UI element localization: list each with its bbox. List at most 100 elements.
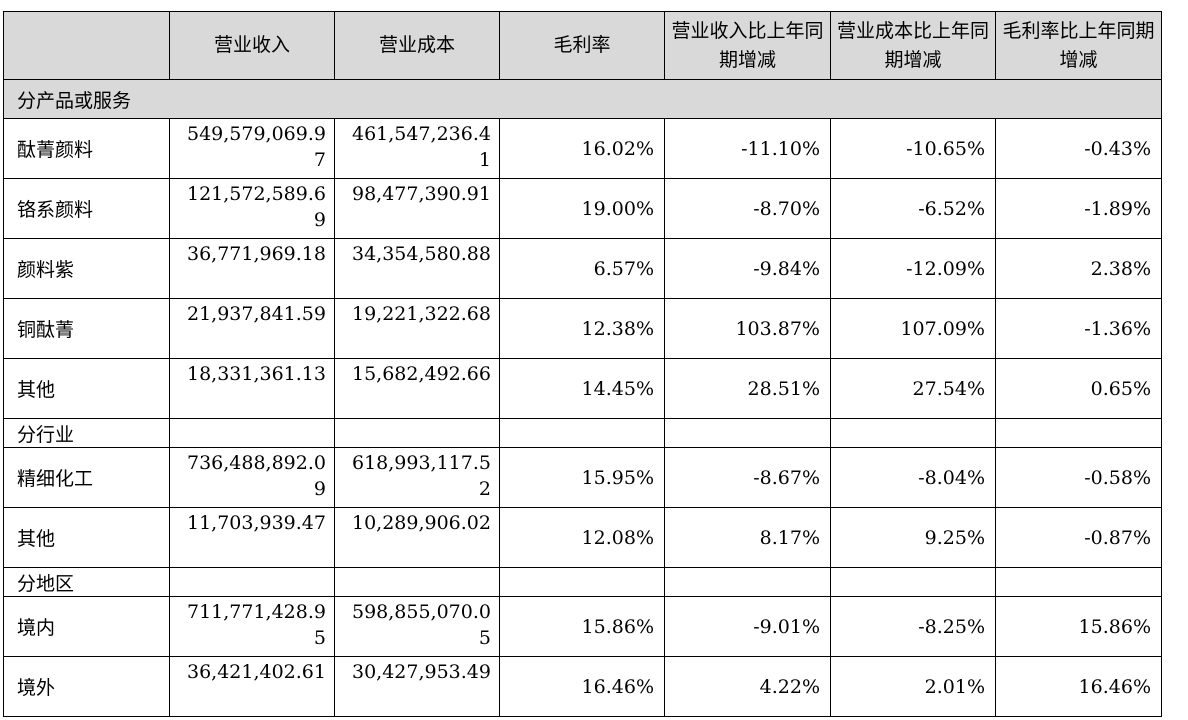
cell-gross-margin: 6.57%: [499, 238, 665, 299]
section-empty-cell: [334, 418, 500, 448]
cell-revenue-change: 103.87%: [664, 298, 831, 359]
cell-revenue-value: 549,579,069.97: [186, 123, 326, 171]
cell-cost-value: 10,289,906.02: [351, 512, 491, 534]
cell-gross-margin: 16.02%: [499, 118, 665, 179]
row-label: 境内: [3, 596, 170, 657]
cell-gross-margin: 12.38%: [499, 298, 665, 359]
section-row: 分产品或服务: [3, 79, 1162, 119]
cell-cost-change: 2.01%: [830, 656, 996, 717]
row-label: 颜料紫: [3, 238, 170, 299]
cell-cost: 461,547,236.41: [334, 118, 500, 179]
cell-cost: 98,477,390.91: [334, 178, 500, 239]
table-row: 其他 11,703,939.47 10,289,906.02 12.08% 8.17% 9…: [3, 507, 1162, 568]
section-empty-cell: [830, 567, 996, 597]
cell-revenue-value: 711,771,428.95: [186, 601, 326, 649]
cell-cost-change: -8.04%: [830, 447, 996, 508]
cell-revenue-value: 18,331,361.13: [186, 363, 326, 385]
cell-cost: 30,427,953.49: [334, 656, 500, 717]
cell-revenue-value: 11,703,939.47: [186, 512, 326, 534]
header-row: 营业收入 营业成本 毛利率 营业收入比上年同期增减 营业成本比上年同期增减 毛利…: [3, 11, 1162, 80]
header-cell-gross-margin: 毛利率: [499, 11, 665, 80]
cell-cost-change: 107.09%: [830, 298, 996, 359]
cell-cost: 34,354,580.88: [334, 238, 500, 299]
cell-cost-value: 98,477,390.91: [351, 183, 491, 205]
cell-gross-margin: 19.00%: [499, 178, 665, 239]
section-label: 分行业: [3, 418, 170, 448]
table-row: 颜料紫 36,771,969.18 34,354,580.88 6.57% -9.84%…: [3, 238, 1162, 299]
cell-margin-change: -0.87%: [995, 507, 1162, 568]
cell-cost-value: 618,993,117.52: [351, 452, 491, 500]
cell-margin-change: -0.58%: [995, 447, 1162, 508]
cell-cost-value: 15,682,492.66: [351, 363, 491, 385]
cell-margin-change: 0.65%: [995, 358, 1162, 419]
table-row: 酞菁颜料 549,579,069.97 461,547,236.41 16.02% -1…: [3, 118, 1162, 179]
section-row: 分行业: [3, 418, 1162, 448]
row-label: 其他: [3, 358, 170, 419]
cell-revenue-change: 28.51%: [664, 358, 831, 419]
table-row: 其他 18,331,361.13 15,682,492.66 14.45% 28.51%…: [3, 358, 1162, 419]
cell-cost-change: -10.65%: [830, 118, 996, 179]
cell-revenue: 11,703,939.47: [169, 507, 335, 568]
row-label: 境外: [3, 656, 170, 717]
cell-cost: 10,289,906.02: [334, 507, 500, 568]
cell-revenue: 711,771,428.95: [169, 596, 335, 657]
section-empty-cell: [169, 418, 335, 448]
cell-revenue: 736,488,892.09: [169, 447, 335, 508]
cell-cost-value: 30,427,953.49: [351, 661, 491, 683]
cell-margin-change: 16.46%: [995, 656, 1162, 717]
cell-margin-change: 15.86%: [995, 596, 1162, 657]
cell-revenue: 21,937,841.59: [169, 298, 335, 359]
cell-revenue: 18,331,361.13: [169, 358, 335, 419]
cell-cost: 15,682,492.66: [334, 358, 500, 419]
cell-gross-margin: 14.45%: [499, 358, 665, 419]
cell-cost-value: 461,547,236.41: [351, 123, 491, 171]
cell-revenue: 36,771,969.18: [169, 238, 335, 299]
table-body: 分产品或服务 酞菁颜料 549,579,069.97 461,547,236.41 16…: [3, 79, 1162, 717]
row-label: 酞菁颜料: [3, 118, 170, 179]
cell-revenue: 549,579,069.97: [169, 118, 335, 179]
cell-revenue-change: -8.70%: [664, 178, 831, 239]
cell-cost-value: 598,855,070.05: [351, 601, 491, 649]
cell-revenue-value: 736,488,892.09: [186, 452, 326, 500]
header-cell-margin-change: 毛利率比上年同期增减: [995, 11, 1162, 80]
cell-cost-change: 27.54%: [830, 358, 996, 419]
section-empty-cell: [664, 418, 831, 448]
cell-gross-margin: 15.86%: [499, 596, 665, 657]
cell-cost-change: -6.52%: [830, 178, 996, 239]
row-label: 铬系颜料: [3, 178, 170, 239]
cell-revenue: 121,572,589.69: [169, 178, 335, 239]
cell-gross-margin: 15.95%: [499, 447, 665, 508]
cell-margin-change: -1.89%: [995, 178, 1162, 239]
table-row: 精细化工 736,488,892.09 618,993,117.52 15.95% -8…: [3, 447, 1162, 508]
cell-cost-value: 34,354,580.88: [351, 243, 491, 265]
cell-revenue-value: 21,937,841.59: [186, 303, 326, 325]
cell-revenue-value: 36,771,969.18: [186, 243, 326, 265]
section-empty-cell: [664, 567, 831, 597]
cell-revenue-change: -9.84%: [664, 238, 831, 299]
header-cell-revenue: 营业收入: [169, 11, 335, 80]
header-cell-cost-change: 营业成本比上年同期增减: [830, 11, 996, 80]
cell-revenue-change: 4.22%: [664, 656, 831, 717]
cell-revenue-change: -11.10%: [664, 118, 831, 179]
section-empty-cell: [499, 567, 665, 597]
cell-revenue: 36,421,402.61: [169, 656, 335, 717]
section-empty-cell: [995, 567, 1162, 597]
section-empty-cell: [334, 567, 500, 597]
cell-cost: 598,855,070.05: [334, 596, 500, 657]
cell-cost-value: 19,221,322.68: [351, 303, 491, 325]
cell-gross-margin: 16.46%: [499, 656, 665, 717]
table-row: 铜酞菁 21,937,841.59 19,221,322.68 12.38% 103.8…: [3, 298, 1162, 359]
section-empty-cell: [995, 418, 1162, 448]
cell-revenue-value: 121,572,589.69: [186, 183, 326, 231]
cell-gross-margin: 12.08%: [499, 507, 665, 568]
cell-margin-change: 2.38%: [995, 238, 1162, 299]
cell-cost-change: -12.09%: [830, 238, 996, 299]
cell-revenue-change: 8.17%: [664, 507, 831, 568]
cell-cost: 618,993,117.52: [334, 447, 500, 508]
row-label: 铜酞菁: [3, 298, 170, 359]
cell-cost-change: 9.25%: [830, 507, 996, 568]
section-empty-cell: [830, 418, 996, 448]
row-label: 精细化工: [3, 447, 170, 508]
table-row: 境外 36,421,402.61 30,427,953.49 16.46% 4.22% 2…: [3, 656, 1162, 717]
cell-revenue-value: 36,421,402.61: [186, 661, 326, 683]
